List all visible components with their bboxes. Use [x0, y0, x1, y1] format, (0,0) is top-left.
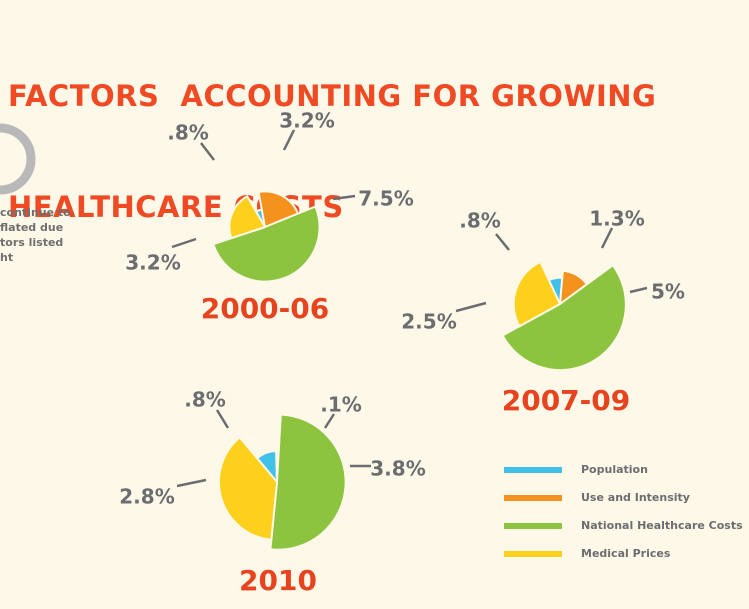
side-note-line-4: ht [0, 251, 14, 264]
data-label: .8% [184, 388, 226, 412]
side-note-line-3: tors listed [0, 236, 64, 249]
legend-label: Population [581, 463, 648, 476]
side-note-line-2: flated due [0, 221, 64, 234]
pie-slice-medical-prices [217, 436, 278, 541]
legend-label: Medical Prices [581, 547, 671, 560]
leader-line [600, 227, 614, 249]
pie-slice-national-healthcare-costs [501, 264, 627, 372]
data-label: .8% [459, 209, 501, 233]
leader-line [495, 233, 510, 251]
period-label: 2010 [239, 564, 317, 597]
side-note-fragment: continue to flated due tors listed ht [0, 205, 80, 265]
period-label: 2007-09 [502, 384, 631, 417]
pie-chart-2000-06: .8% 3.2% 7.5% 3.2% 2000-06 [125, 109, 413, 326]
data-label: 2.5% [401, 310, 456, 334]
data-label: 5% [651, 280, 685, 304]
title-line-1: FACTORS ACCOUNTING FOR GROWING [8, 79, 657, 113]
pie-chart-2010: .8% .1% 3.8% 2.8% 2010 [119, 388, 425, 598]
pie-slice-medical-prices [512, 261, 561, 328]
pie-slice-national-healthcare-costs [212, 205, 321, 283]
period-label: 2000-06 [201, 292, 330, 325]
data-label: 1.3% [589, 207, 644, 231]
leader-line [455, 301, 487, 313]
leader-line [323, 413, 336, 429]
data-label: 3.8% [370, 457, 425, 481]
data-label: 3.2% [125, 251, 180, 275]
pie-chart-2007-09: .8% 1.3% 5% 2.5% 2007-09 [401, 207, 685, 418]
leader-line [176, 478, 207, 488]
pie-slice-medical-prices [228, 195, 266, 240]
leader-line [200, 142, 215, 161]
data-label: .1% [320, 393, 362, 417]
data-label: .8% [167, 121, 209, 145]
cropped-arc-graphic [0, 123, 36, 195]
data-label: 7.5% [358, 187, 413, 211]
leader-line [282, 129, 296, 151]
legend-label: Use and Intensity [581, 491, 690, 504]
data-label: 2.8% [119, 485, 174, 509]
leader-line [171, 237, 197, 249]
pie-slice-use-and-intensity [257, 190, 299, 228]
legend-label: National Healthcare Costs [581, 519, 743, 532]
pie-slice-national-healthcare-costs [269, 413, 347, 551]
side-note-line-1: continue to [0, 206, 71, 219]
leader-line [332, 194, 356, 201]
page-title: FACTORS ACCOUNTING FOR GROWING HEALTHCAR… [8, 4, 656, 263]
leader-line [629, 286, 648, 294]
data-label: 3.2% [279, 109, 334, 133]
legend: Population Use and Intensity National Heal… [504, 463, 743, 560]
leader-line [215, 409, 230, 429]
